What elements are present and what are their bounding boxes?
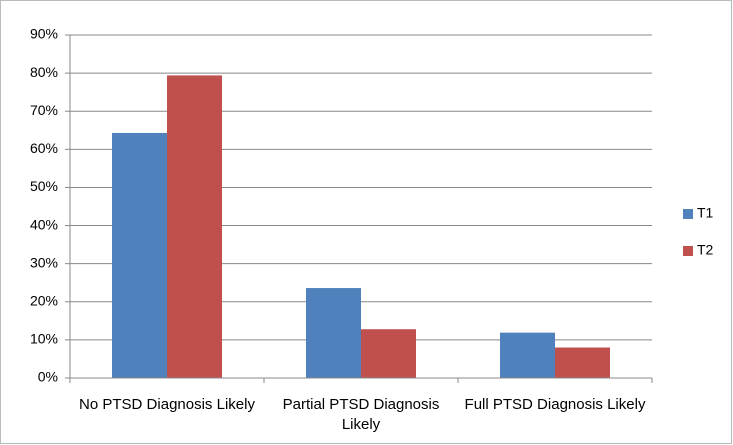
x-tick-label: Partial PTSD Diagnosis Likely: [282, 396, 440, 433]
x-tick-label: No PTSD Diagnosis Likely: [79, 396, 255, 413]
legend-label: T1: [697, 205, 714, 221]
y-tick-label: 70%: [30, 102, 58, 118]
legend-swatch: [683, 246, 693, 256]
x-tick-label: Full PTSD Diagnosis Likely: [464, 396, 646, 413]
bar: [112, 132, 167, 378]
bar: [167, 75, 222, 379]
bar: [500, 332, 555, 378]
y-tick-label: 0%: [38, 369, 58, 385]
y-tick-label: 30%: [30, 254, 58, 270]
y-tick-label: 10%: [30, 331, 58, 347]
bar: [361, 329, 416, 378]
bar: [555, 347, 610, 378]
y-tick-label: 40%: [30, 216, 58, 232]
bar: [306, 288, 361, 378]
legend-swatch: [683, 209, 693, 219]
y-tick-label: 50%: [30, 178, 58, 194]
legend-label: T2: [697, 242, 714, 258]
y-tick-label: 80%: [30, 64, 58, 80]
y-tick-label: 20%: [30, 292, 58, 308]
y-tick-label: 90%: [30, 26, 58, 42]
y-tick-label: 60%: [30, 140, 58, 156]
